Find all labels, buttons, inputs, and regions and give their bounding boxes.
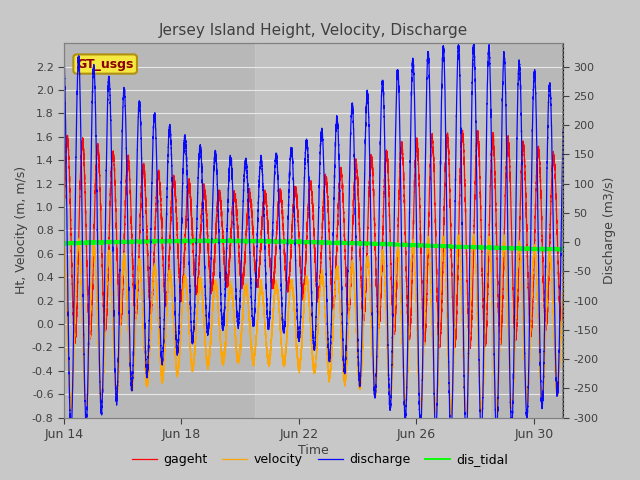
Legend: gageht, velocity, discharge, dis_tidal: gageht, velocity, discharge, dis_tidal [127, 448, 513, 471]
Bar [255, 43, 490, 418]
X-axis label: Time: Time [298, 444, 329, 457]
Text: GT_usgs: GT_usgs [77, 58, 134, 71]
Title: Jersey Island Height, Velocity, Discharge: Jersey Island Height, Velocity, Discharg… [159, 23, 468, 38]
Y-axis label: Ht, Velocity (m, m/s): Ht, Velocity (m, m/s) [15, 167, 28, 294]
Y-axis label: Discharge (m3/s): Discharge (m3/s) [603, 177, 616, 284]
